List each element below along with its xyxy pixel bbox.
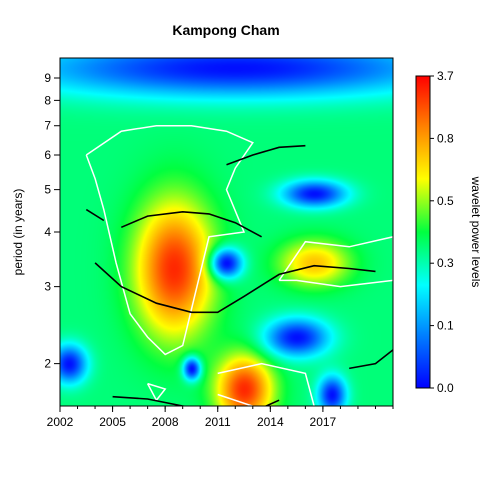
significance-contour-3 xyxy=(278,236,393,288)
colorbar-tick-label-3: 0.5 xyxy=(437,194,454,208)
colorbar-tick-label-2: 0.3 xyxy=(437,256,454,270)
y-tick-label-5: 5 xyxy=(44,183,51,197)
ridge-lines xyxy=(85,144,393,406)
y-axis: 2 3 4 5 6 7 8 9 xyxy=(44,71,60,371)
wavelet-power-heatmap xyxy=(60,58,393,406)
y-tick-label-2: 2 xyxy=(44,357,51,371)
y-tick-label-9: 9 xyxy=(44,71,51,85)
colorbar xyxy=(415,75,431,389)
ridge-line-6 xyxy=(349,349,393,370)
x-tick-label-2011: 2011 xyxy=(205,415,231,429)
y-tick-label-7: 7 xyxy=(44,119,51,133)
significance-contours xyxy=(85,124,393,406)
ridge-line-3 xyxy=(226,144,306,166)
y-tick-label-6: 6 xyxy=(44,148,51,162)
colorbar-tick-label-0: 0.0 xyxy=(437,381,454,395)
x-tick-label-2017: 2017 xyxy=(310,415,337,429)
significance-contour-4 xyxy=(146,382,167,402)
ridge-line-2 xyxy=(94,262,376,314)
colorbar-tick-label-5: 3.7 xyxy=(437,69,454,83)
y-tick-label-3: 3 xyxy=(44,280,51,294)
x-tick-label-2005: 2005 xyxy=(99,415,126,429)
y-axis-title: period (in years) xyxy=(11,189,25,276)
colorbar-tick-label-4: 0.8 xyxy=(437,131,454,145)
y-tick-label-4: 4 xyxy=(44,225,51,239)
ridge-line-5 xyxy=(112,395,280,406)
ridge-line-1 xyxy=(120,210,262,238)
colorbar-title: wavelet power levels xyxy=(469,176,480,288)
significance-contour-1 xyxy=(85,124,254,356)
ridge-line-4 xyxy=(85,208,105,222)
significance-contour-2 xyxy=(217,362,315,406)
x-tick-label-2008: 2008 xyxy=(152,415,179,429)
x-tick-label-2002: 2002 xyxy=(47,415,74,429)
x-tick-label-2014: 2014 xyxy=(257,415,284,429)
y-tick-label-8: 8 xyxy=(44,93,51,107)
colorbar-ticks: 0.0 0.1 0.3 0.5 0.8 3.7 xyxy=(430,69,454,395)
x-axis: 2002 2005 2008 2011 2014 2017 xyxy=(47,406,394,429)
colorbar-tick-label-1: 0.1 xyxy=(437,319,454,333)
chart-title: Kampong Cham xyxy=(172,22,279,38)
